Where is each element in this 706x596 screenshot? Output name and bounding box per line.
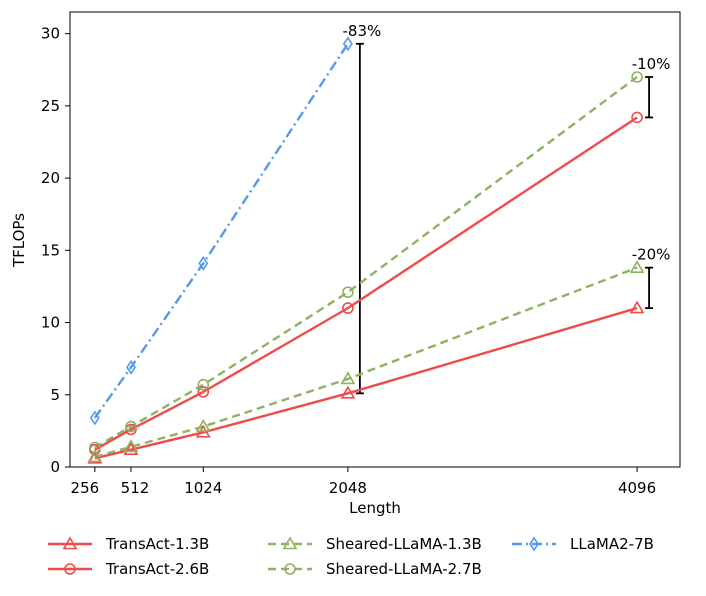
data-point-2-3 [340, 371, 356, 385]
y-axis-ticks: 0 5 10 15 20 25 30 [41, 25, 70, 476]
legend-marker-2 [282, 536, 298, 550]
series-line-4 [93, 43, 349, 419]
y-tick-label-25: 25 [41, 97, 60, 115]
x-tick-label-2048: 2048 [329, 479, 367, 497]
y-tick-label-15: 15 [41, 241, 60, 259]
legend-label-0: TransAct-1.3B [105, 535, 209, 553]
data-point-3-2 [197, 378, 210, 391]
annotation-label-1: -10% [632, 55, 671, 73]
x-tick-label-4096: 4096 [618, 479, 656, 497]
x-tick-label-256: 256 [71, 479, 100, 497]
plot-area [69, 11, 681, 468]
legend-marker-4 [529, 536, 539, 552]
data-point-1-4 [631, 111, 643, 124]
series-lines [93, 43, 638, 460]
data-point-1-2 [197, 386, 210, 398]
data-point-1-3 [342, 302, 354, 314]
legend-label-3: Sheared-LLaMA-2.7B [326, 560, 482, 578]
y-tick-label-10: 10 [41, 314, 60, 332]
data-point-3-4 [631, 71, 643, 83]
data-point-4-2 [198, 255, 209, 271]
legend-label-1: TransAct-2.6B [105, 560, 209, 578]
legend-marker-3 [284, 563, 296, 575]
data-point-4-0 [89, 410, 100, 426]
legend: TransAct-1.3B TransAct-2.6B Sheared-LLaMA-… [48, 535, 654, 578]
x-tick-label-512: 512 [121, 479, 150, 497]
series-line-3 [94, 76, 638, 449]
data-point-2-0 [87, 449, 103, 463]
annotation-label-0: -83% [343, 22, 382, 40]
y-tick-label-30: 30 [41, 25, 60, 43]
markers [87, 36, 645, 464]
legend-marker-0 [62, 536, 78, 550]
legend-label-4: LLaMA2-7B [570, 535, 654, 553]
data-point-4-1 [126, 359, 136, 375]
data-point-3-3 [342, 286, 354, 299]
data-point-2-2 [195, 418, 211, 432]
legend-label-2: Sheared-LLaMA-1.3B [326, 535, 482, 553]
y-tick-label-5: 5 [50, 386, 60, 404]
series-line-1 [94, 116, 638, 451]
y-tick-label-20: 20 [41, 169, 60, 187]
x-axis-label: Length [349, 499, 401, 517]
data-point-2-4 [629, 260, 645, 273]
data-point-2-1 [123, 439, 139, 453]
series-line-0 [94, 306, 638, 460]
y-axis-label: TFLOPs [10, 213, 28, 268]
data-point-0-1 [123, 442, 139, 455]
data-point-0-4 [629, 300, 645, 314]
series-line-2 [94, 266, 638, 459]
y-tick-label-0: 0 [50, 458, 60, 476]
annotation-label-2: -20% [632, 246, 671, 264]
x-axis-ticks: 256 512 1024 2048 4096 [71, 467, 656, 497]
annotations: -83% -10% -20% [343, 22, 671, 395]
legend-marker-1 [64, 563, 76, 575]
x-tick-label-1024: 1024 [184, 479, 222, 497]
data-point-0-3 [340, 385, 356, 399]
data-point-3-1 [125, 420, 137, 433]
data-point-3-0 [89, 441, 101, 454]
data-point-4-3 [342, 36, 353, 52]
